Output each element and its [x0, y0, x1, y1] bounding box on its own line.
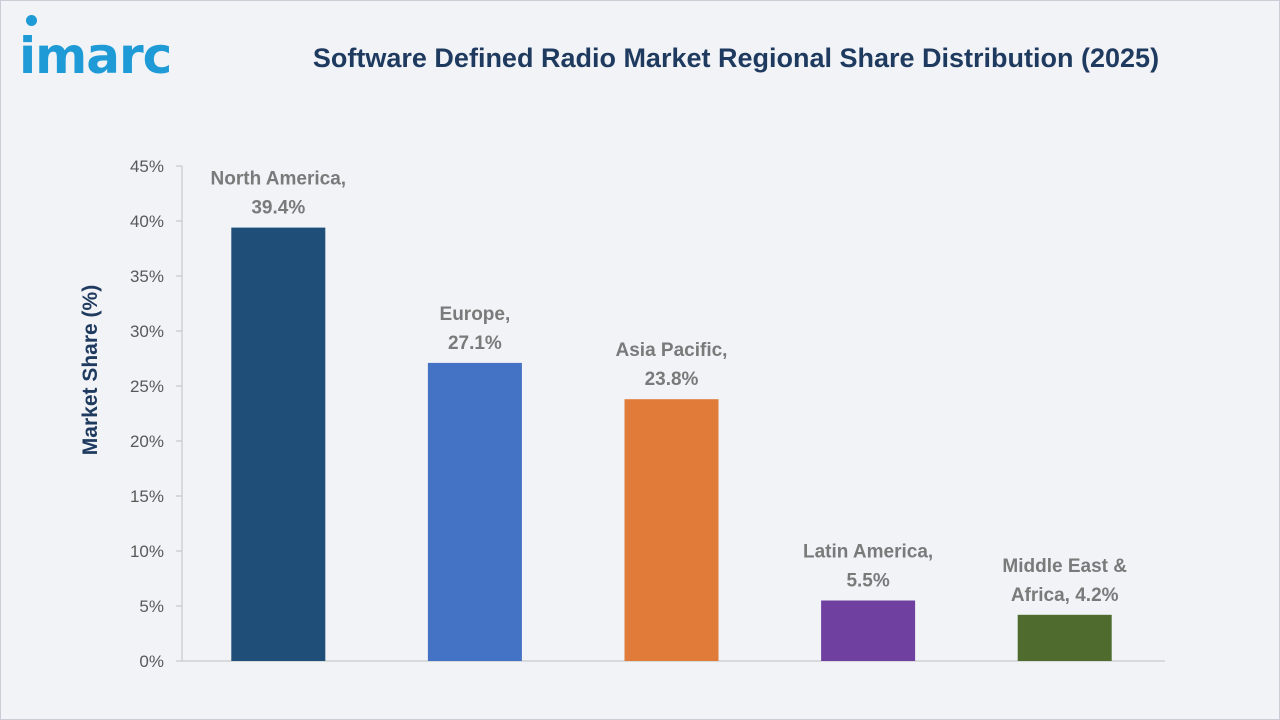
data-label: Asia Pacific, — [616, 340, 728, 361]
y-tick-label: 35% — [130, 267, 164, 286]
bar-europe — [427, 362, 522, 661]
y-tick-label: 45% — [130, 157, 164, 176]
data-label: 39.4% — [251, 198, 305, 219]
data-label: 5.5% — [846, 571, 889, 592]
y-tick-label: 40% — [130, 212, 164, 231]
data-label: North America, — [211, 169, 347, 190]
data-label: Middle East & — [1002, 556, 1127, 577]
y-tick-label: 25% — [130, 377, 164, 396]
bar-latin-america — [821, 600, 916, 661]
logo-dot — [26, 15, 37, 26]
y-tick-label: 20% — [130, 432, 164, 451]
chart-axes: 0% 5% 10% 15% 20% 25% 30% 35% 40% 45% — [130, 157, 1165, 671]
bar-north-america — [231, 227, 326, 661]
data-label: 27.1% — [448, 333, 502, 354]
chart-bars — [231, 227, 1112, 661]
y-tick-label: 5% — [139, 597, 164, 616]
y-tick-label: 0% — [139, 652, 164, 671]
y-tick-label: 15% — [130, 487, 164, 506]
data-label: 23.8% — [645, 369, 699, 390]
chart-data-labels: North America, 39.4% Europe, 27.1% Asia Paci… — [211, 169, 1128, 606]
y-tick-label: 30% — [130, 322, 164, 341]
bar-asia-pacific — [624, 399, 719, 661]
data-label: Europe, — [440, 304, 511, 325]
chart-title: Software Defined Radio Market Regional S… — [312, 43, 1160, 73]
data-label: Africa, 4.2% — [1011, 585, 1119, 606]
y-axis-label: Market Share (%) — [79, 285, 102, 455]
bar-middle-east-africa — [1017, 614, 1112, 661]
data-label: Latin America, — [803, 542, 933, 563]
imarc-logo: imarc — [19, 27, 172, 85]
y-tick-label: 10% — [130, 542, 164, 561]
